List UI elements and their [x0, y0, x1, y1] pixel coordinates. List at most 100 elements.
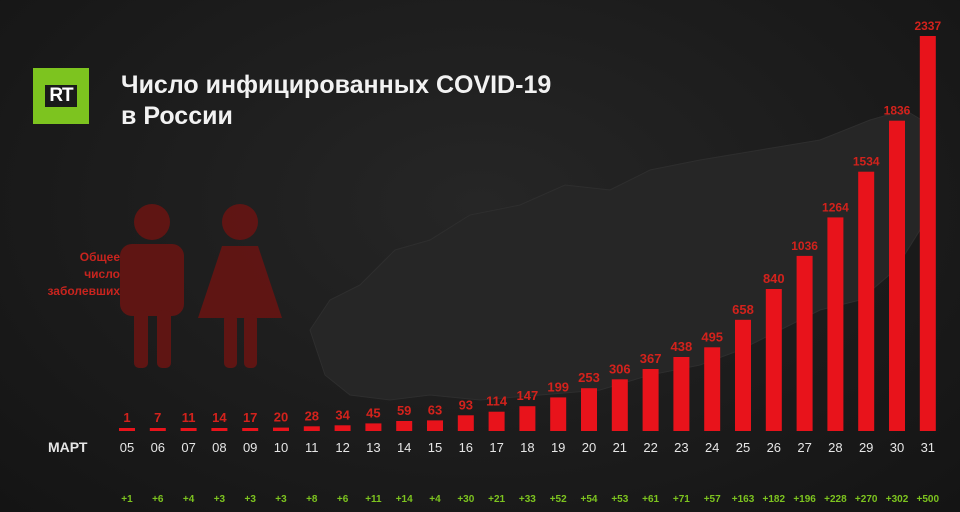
increase-label-30: +302 [886, 494, 909, 505]
increase-label-12: +6 [337, 494, 349, 505]
side-label-line-3: заболевших [47, 284, 121, 298]
increase-label-05: +1 [121, 494, 133, 505]
value-label-20: 253 [578, 370, 600, 385]
increase-label-09: +3 [244, 494, 256, 505]
tick-label-21: 21 [613, 440, 627, 455]
increase-label-26: +182 [763, 494, 786, 505]
bar-17 [488, 411, 505, 431]
increase-label-31: +500 [917, 494, 940, 505]
value-label-31: 2337 [914, 19, 941, 33]
value-label-15: 63 [428, 402, 442, 417]
value-label-08: 14 [212, 410, 227, 425]
increase-label-07: +4 [183, 494, 195, 505]
value-label-21: 306 [609, 361, 631, 376]
value-label-29: 1534 [853, 155, 880, 169]
value-label-25: 658 [732, 302, 754, 317]
tick-label-29: 29 [859, 440, 873, 455]
tick-label-09: 09 [243, 440, 257, 455]
bar-20 [581, 388, 597, 431]
value-label-18: 147 [517, 388, 539, 403]
value-label-11: 28 [305, 408, 319, 423]
bar-11 [303, 426, 320, 431]
increase-label-29: +270 [855, 494, 878, 505]
bar-29 [858, 171, 875, 431]
bar-23 [673, 357, 690, 431]
value-label-16: 93 [459, 397, 473, 412]
increase-label-24: +57 [704, 494, 721, 505]
bar-21 [611, 379, 628, 431]
tick-label-14: 14 [397, 440, 411, 455]
increase-label-27: +196 [793, 494, 816, 505]
bar-25 [735, 319, 751, 431]
bar-30 [889, 120, 905, 431]
increase-label-28: +228 [824, 494, 847, 505]
increase-label-16: +30 [457, 494, 474, 505]
increase-label-11: +8 [306, 494, 318, 505]
tick-label-06: 06 [151, 440, 165, 455]
value-label-05: 1 [123, 410, 130, 425]
value-label-22: 367 [640, 351, 662, 366]
increase-label-14: +14 [396, 494, 413, 505]
tick-label-22: 22 [643, 440, 657, 455]
bar-22 [642, 369, 659, 431]
value-label-28: 1264 [822, 200, 849, 214]
bars-layer: 1 05 +1 7 06 +6 11 07 +4 14 08 +3 17 09 +3 20 10 +3 28 11 +8… [119, 19, 941, 505]
bar-31 [919, 36, 936, 431]
woman-icon [198, 204, 282, 368]
side-label: Общее число заболевших [10, 249, 121, 300]
tick-label-19: 19 [551, 440, 565, 455]
value-label-23: 438 [671, 339, 693, 354]
tick-label-25: 25 [736, 440, 750, 455]
bar-06 [149, 428, 166, 431]
value-label-24: 495 [701, 329, 723, 344]
tick-label-15: 15 [428, 440, 442, 455]
increase-label-17: +21 [488, 494, 505, 505]
value-label-12: 34 [335, 407, 350, 422]
rt-logo: RT [33, 68, 89, 124]
bar-16 [457, 415, 474, 431]
chart-title-line-2: в России [121, 102, 233, 130]
tick-label-31: 31 [921, 440, 935, 455]
increase-label-10: +3 [275, 494, 287, 505]
man-icon [120, 204, 184, 368]
value-label-14: 59 [397, 403, 411, 418]
value-label-06: 7 [154, 410, 161, 425]
rt-logo-text: RT [45, 85, 77, 107]
side-label-line-1: Общее [79, 250, 120, 264]
side-label-line-2: число [84, 267, 120, 281]
tick-label-10: 10 [274, 440, 288, 455]
bar-14 [396, 421, 413, 431]
bar-09 [242, 428, 259, 431]
bar-10 [273, 427, 289, 431]
tick-label-05: 05 [120, 440, 134, 455]
bar-19 [550, 397, 567, 431]
tick-label-28: 28 [828, 440, 842, 455]
bar-07 [180, 428, 197, 431]
increase-label-22: +61 [642, 494, 659, 505]
increase-label-08: +3 [214, 494, 226, 505]
tick-label-08: 08 [212, 440, 226, 455]
value-label-09: 17 [243, 410, 257, 425]
value-label-27: 1036 [791, 239, 818, 253]
increase-label-23: +71 [673, 494, 690, 505]
increase-label-19: +52 [550, 494, 567, 505]
value-label-13: 45 [366, 405, 380, 420]
value-label-17: 114 [486, 394, 508, 409]
bar-08 [211, 428, 228, 431]
increase-label-25: +163 [732, 494, 755, 505]
tick-label-27: 27 [797, 440, 811, 455]
increase-label-21: +53 [611, 494, 628, 505]
increase-label-06: +6 [152, 494, 164, 505]
value-label-30: 1836 [884, 104, 911, 118]
tick-label-11: 11 [305, 440, 319, 455]
chart-title-line-1: Число инфицированных COVID-19 [121, 71, 552, 99]
increase-label-13: +11 [365, 494, 382, 505]
increase-label-18: +33 [519, 494, 536, 505]
bar-24 [704, 347, 721, 431]
bar-26 [765, 289, 782, 431]
chart-title: Число инфицированных COVID-19 в России [121, 70, 552, 132]
tick-label-26: 26 [767, 440, 781, 455]
tick-label-30: 30 [890, 440, 904, 455]
bar-18 [519, 406, 536, 431]
